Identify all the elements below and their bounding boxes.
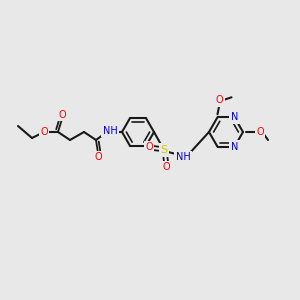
Text: S: S (160, 145, 168, 155)
Text: O: O (256, 127, 264, 137)
Text: O: O (58, 110, 66, 120)
Text: O: O (94, 152, 102, 162)
Text: N: N (231, 142, 238, 152)
Text: O: O (145, 142, 153, 152)
Text: NH: NH (103, 126, 117, 136)
Text: O: O (162, 162, 170, 172)
Text: NH: NH (176, 152, 190, 162)
Text: N: N (231, 112, 238, 122)
Text: O: O (216, 95, 223, 105)
Text: O: O (40, 127, 48, 137)
